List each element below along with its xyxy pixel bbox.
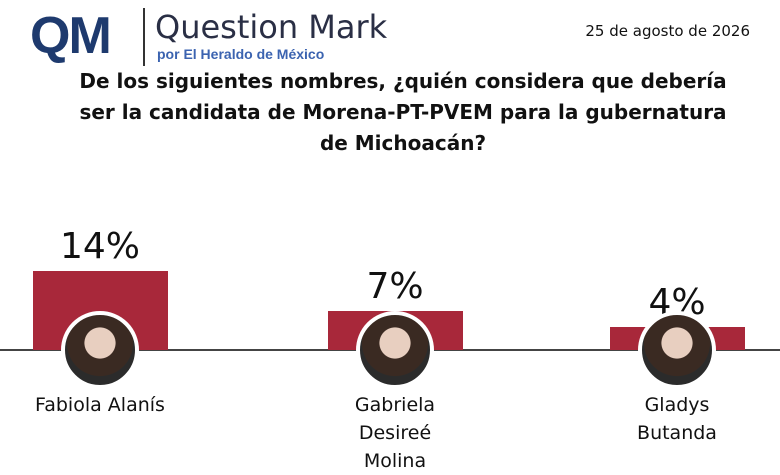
logo: QM [30,7,112,65]
brand: Question Mark [155,8,388,46]
photo [638,311,716,389]
value-label: 14% [59,226,140,267]
category-label: Gabriela Desireé Molina [354,394,436,472]
photo [61,311,139,389]
logo-separator [143,8,145,66]
category-label: Gladys Butanda [637,394,717,444]
category-label: Fabiola Alanís [35,394,165,416]
chart-title: De los siguientes nombres, ¿quién consid… [79,69,727,155]
photo [356,311,434,389]
value-label: 7% [366,265,424,307]
byline: por El Heraldo de México [157,46,325,62]
date: 25 de agosto de 2026 [585,22,750,40]
